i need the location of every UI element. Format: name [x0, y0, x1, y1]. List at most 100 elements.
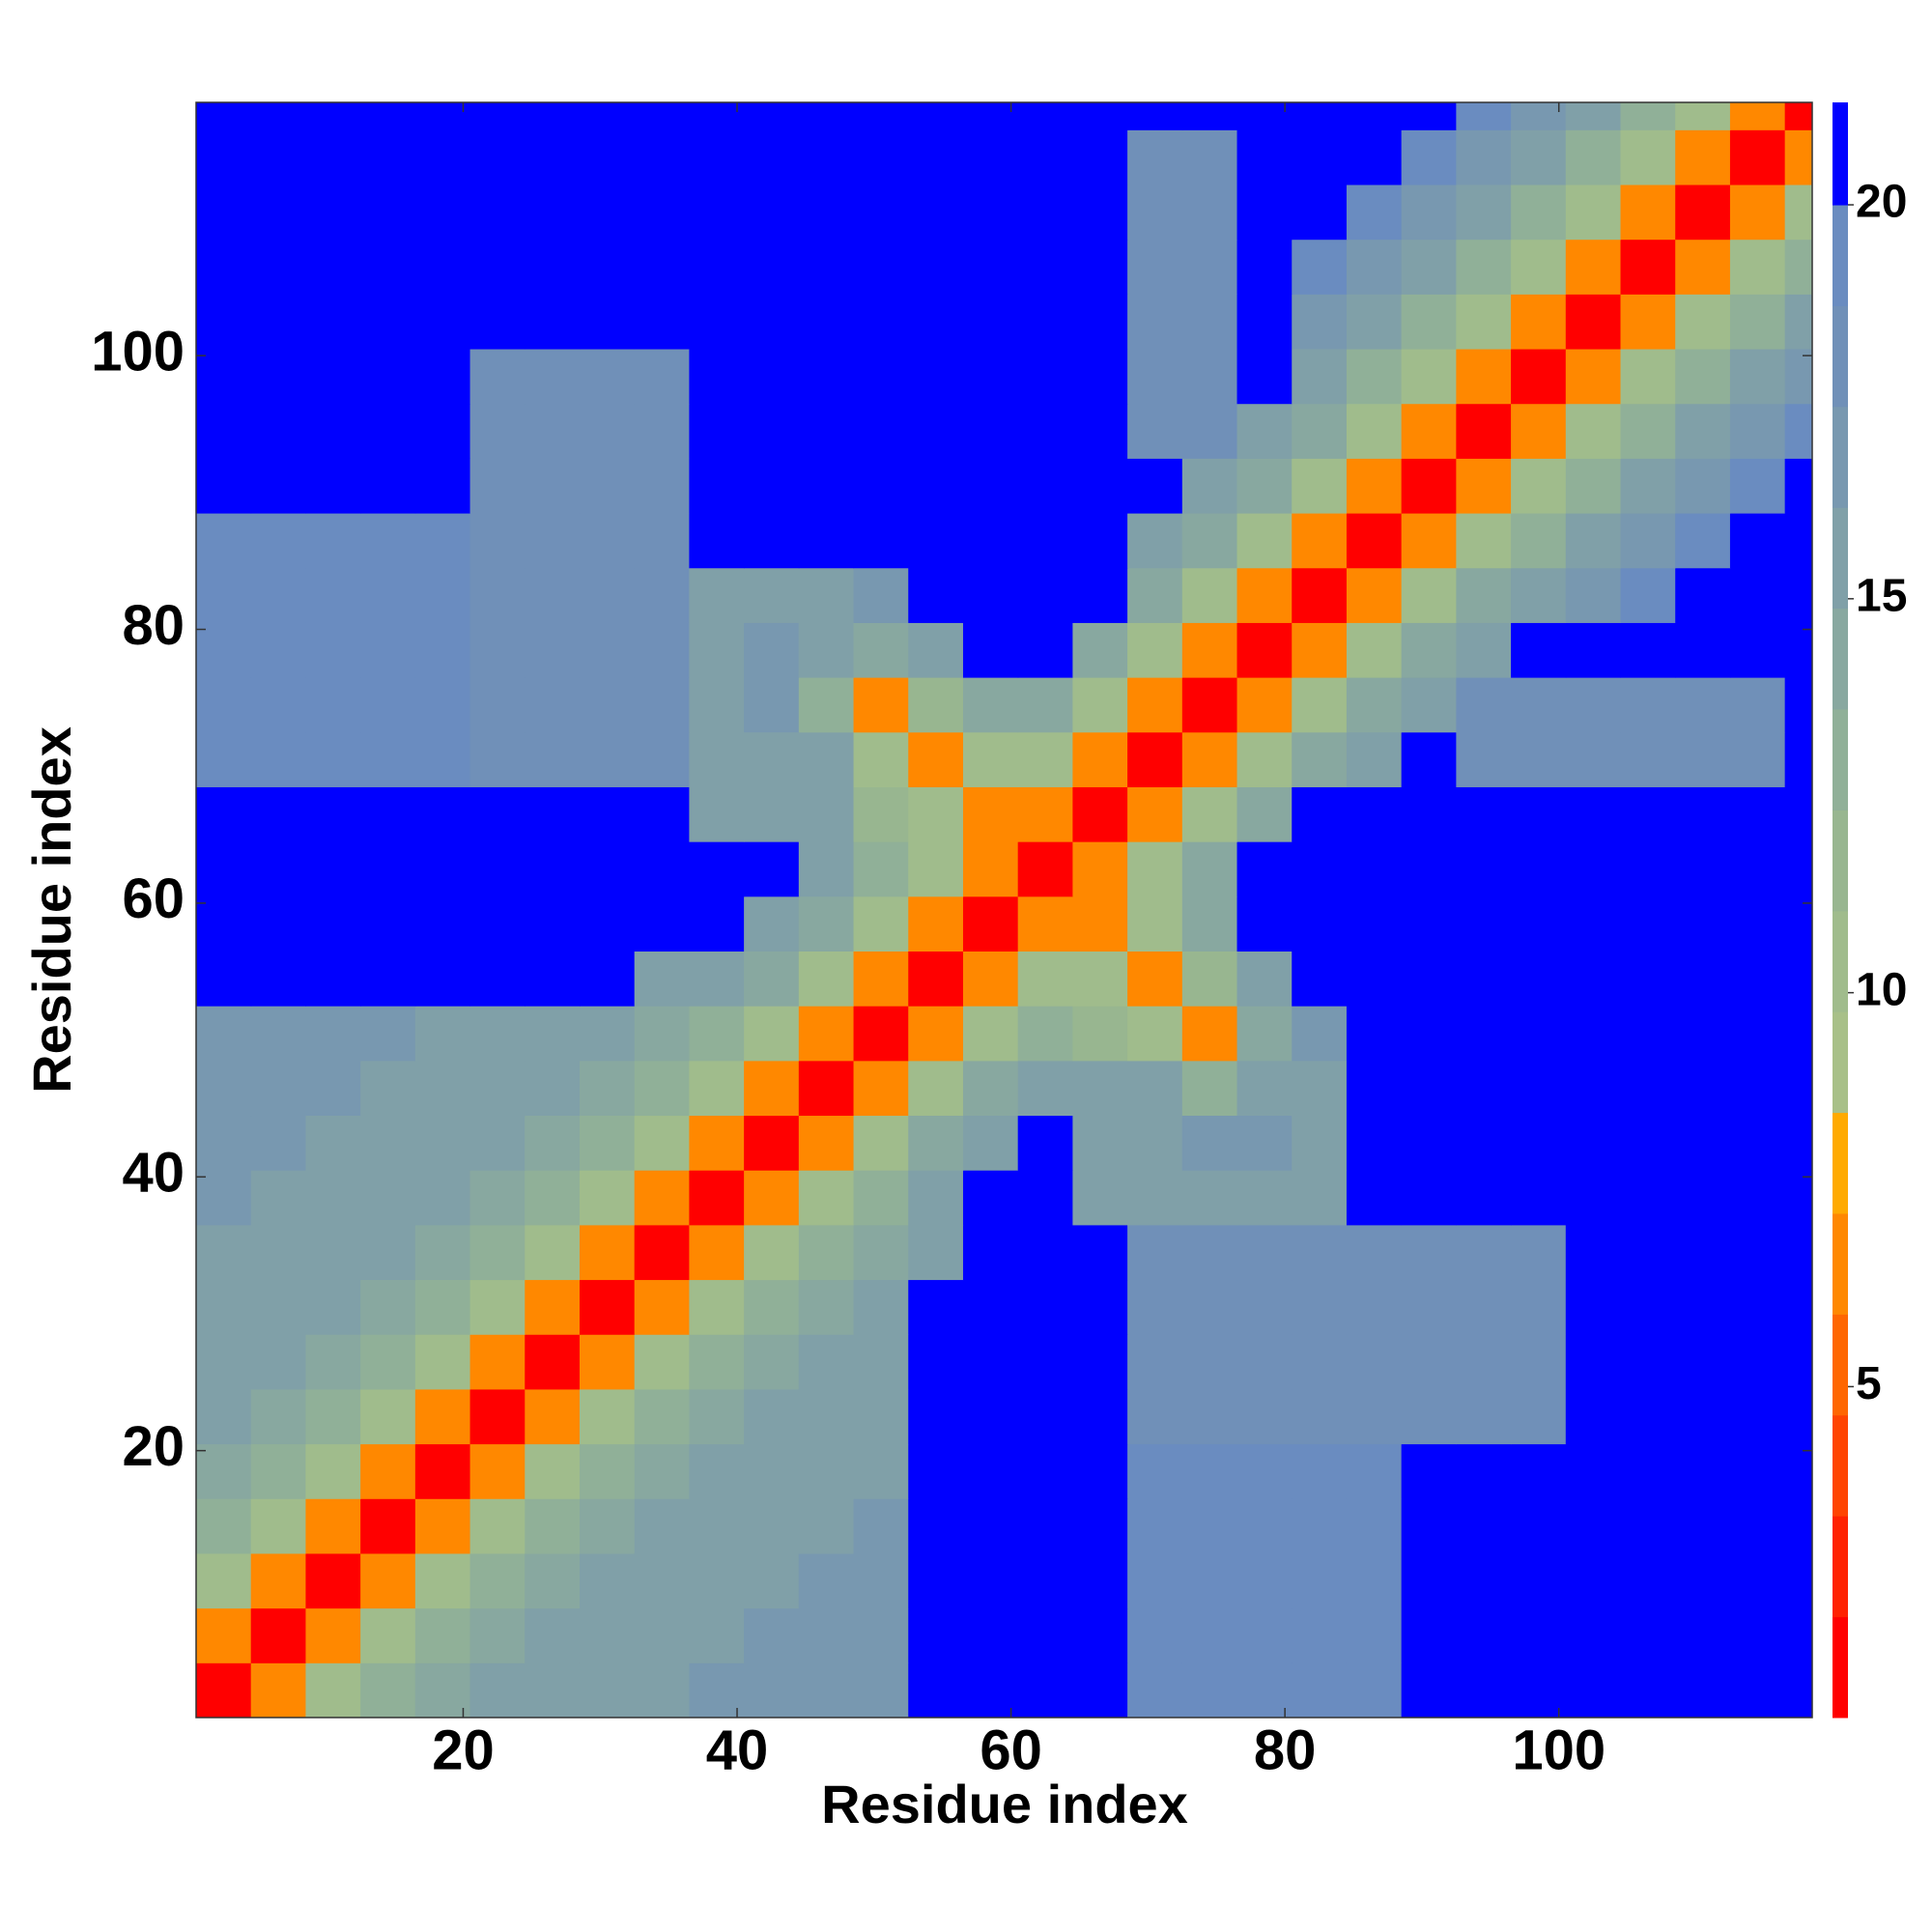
- heatmap-cell: [1292, 731, 1348, 787]
- heatmap-cell: [1456, 731, 1512, 787]
- heatmap-cell: [1236, 1662, 1293, 1719]
- colorbar-segment: [1833, 406, 1848, 508]
- x-axis-label: Residue index: [821, 1774, 1188, 1834]
- heatmap-cell: [305, 731, 361, 787]
- heatmap-cell: [579, 1279, 636, 1335]
- heatmap-cell: [1511, 239, 1567, 295]
- heatmap-cell: [525, 403, 581, 459]
- heatmap-cell: [1072, 895, 1128, 952]
- heatmap-cell: [908, 1388, 964, 1445]
- heatmap-cell: [1784, 1388, 1813, 1445]
- heatmap-cell: [798, 731, 855, 787]
- heatmap-cell: [1181, 1443, 1238, 1499]
- heatmap-cell: [579, 1170, 636, 1226]
- heatmap-cell: [1127, 1388, 1183, 1445]
- heatmap-cell: [414, 1224, 471, 1281]
- heatmap-cell: [1236, 951, 1293, 1007]
- heatmap-cell: [1127, 1443, 1183, 1499]
- heatmap-cell: [798, 1498, 855, 1554]
- heatmap-cell: [1072, 513, 1128, 569]
- heatmap-cell: [689, 1224, 745, 1281]
- heatmap-cell: [1565, 841, 1622, 897]
- heatmap-cell: [1456, 1279, 1512, 1335]
- heatmap-cell: [1017, 951, 1073, 1007]
- heatmap-cell: [1181, 1552, 1238, 1609]
- heatmap-cell: [250, 349, 306, 405]
- axes: 20 40 60 80 100 20 40 60 80 100: [91, 101, 1813, 1781]
- heatmap-cell: [525, 1224, 581, 1281]
- heatmap-cell: [1784, 567, 1813, 623]
- heatmap-cell: [634, 1662, 690, 1719]
- heatmap-cell: [469, 513, 526, 569]
- heatmap-cell: [196, 841, 252, 897]
- heatmap-cell: [1511, 185, 1567, 241]
- heatmap-cell: [1346, 567, 1403, 623]
- heatmap-cell: [744, 102, 800, 130]
- heatmap-cell: [689, 841, 745, 897]
- heatmap-cell: [1127, 1334, 1183, 1390]
- heatmap-cell: [1072, 1006, 1128, 1062]
- heatmap-cell: [1181, 1006, 1238, 1062]
- heatmap-cell: [689, 513, 745, 569]
- heatmap-cell: [1072, 622, 1128, 678]
- heatmap-cell: [1784, 1443, 1813, 1499]
- heatmap-cell: [1236, 731, 1293, 787]
- heatmap-cell: [1565, 951, 1622, 1007]
- heatmap-cell: [525, 895, 581, 952]
- heatmap-cell: [196, 567, 252, 623]
- heatmap-cell: [1127, 786, 1183, 842]
- heatmap-cell: [1236, 239, 1293, 295]
- heatmap-cell: [250, 1170, 306, 1226]
- heatmap-cell: [1456, 129, 1512, 185]
- heatmap-cell: [1346, 1170, 1403, 1226]
- heatmap-cell: [689, 1552, 745, 1609]
- heatmap-cell: [798, 1662, 855, 1719]
- heatmap-cell: [1729, 102, 1786, 130]
- heatmap-cell: [1127, 102, 1183, 130]
- heatmap-cell: [579, 129, 636, 185]
- heatmap-cell: [360, 1279, 416, 1335]
- heatmap-cell: [1456, 895, 1512, 952]
- heatmap-cell: [744, 458, 800, 514]
- heatmap-cell: [1236, 1115, 1293, 1171]
- heatmap-cell: [853, 239, 909, 295]
- heatmap-cell: [1565, 1443, 1622, 1499]
- heatmap-cell: [744, 403, 800, 459]
- heatmap-cell: [579, 567, 636, 623]
- heatmap-cell: [1181, 458, 1238, 514]
- heatmap-cell: [414, 1607, 471, 1663]
- heatmap-cell: [1401, 185, 1457, 241]
- heatmap-cell: [908, 458, 964, 514]
- heatmap-cell: [908, 1006, 964, 1062]
- heatmap-cell: [1346, 1006, 1403, 1062]
- heatmap-cell: [360, 841, 416, 897]
- heatmap-cell: [196, 1498, 252, 1554]
- x-tick-label: 60: [980, 1719, 1042, 1781]
- heatmap-cell: [634, 1334, 690, 1390]
- heatmap-cell: [798, 1607, 855, 1663]
- heatmap-cell: [1017, 1607, 1073, 1663]
- heatmap-cell: [1675, 239, 1731, 295]
- heatmap-cell: [798, 185, 855, 241]
- heatmap-cell: [1729, 294, 1786, 350]
- heatmap-cell: [305, 1224, 361, 1281]
- colorbar-tick-label: 20: [1856, 177, 1907, 228]
- heatmap-cell: [1620, 513, 1676, 569]
- heatmap-cell: [1511, 951, 1567, 1007]
- heatmap-cell: [634, 622, 690, 678]
- colorbar: 5 10 15 20: [1833, 102, 1907, 1719]
- heatmap-cell: [634, 895, 690, 952]
- heatmap-cell: [853, 677, 909, 733]
- heatmap-cell: [1292, 129, 1348, 185]
- heatmap-cell: [1346, 513, 1403, 569]
- heatmap-cell: [1401, 129, 1457, 185]
- heatmap-cell: [525, 1607, 581, 1663]
- heatmap-cell: [469, 731, 526, 787]
- heatmap-cell: [744, 1224, 800, 1281]
- heatmap-cell: [469, 102, 526, 130]
- heatmap-cell: [744, 129, 800, 185]
- heatmap-cell: [525, 1552, 581, 1609]
- heatmap-cell: [1620, 895, 1676, 952]
- heatmap-cell: [798, 1170, 855, 1226]
- heatmap-cell: [908, 102, 964, 130]
